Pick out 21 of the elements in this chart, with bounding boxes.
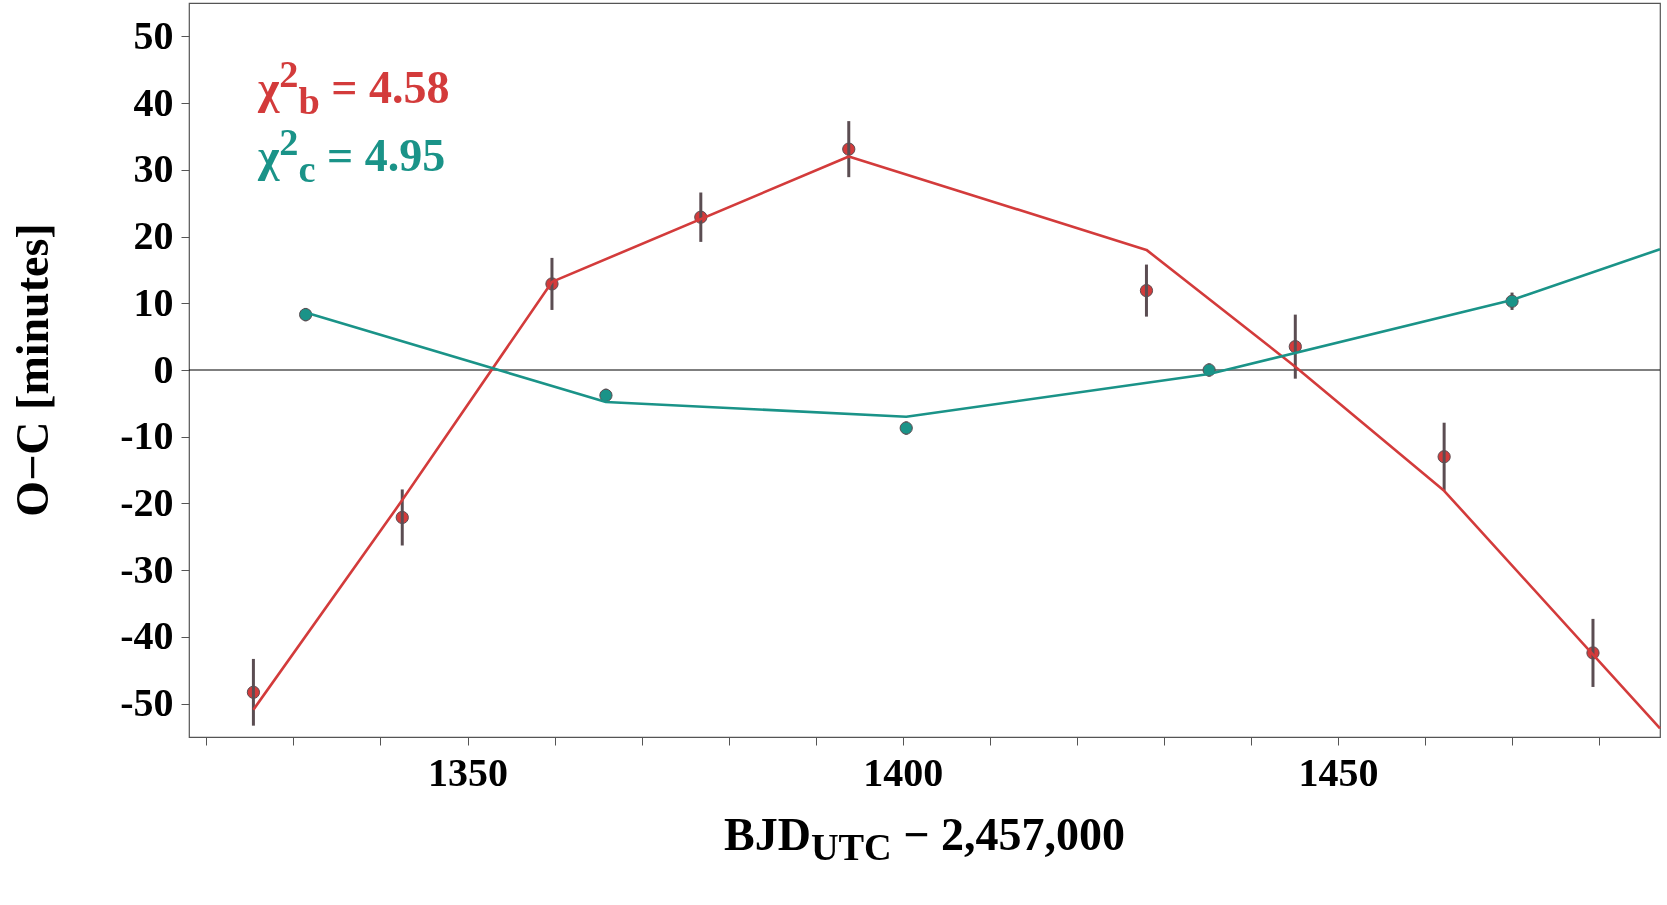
annotation: χ$^{2}$$_{c}$ = 4.95	[258, 120, 446, 191]
y-tick-label: 20	[133, 213, 174, 259]
y-tick-label: 10	[133, 279, 174, 325]
y-tick-label: -20	[120, 479, 174, 525]
point	[299, 308, 313, 322]
y-tick-label: -30	[120, 546, 174, 592]
point	[599, 388, 613, 402]
y-tick-label: 30	[133, 146, 174, 192]
x-tick-label: 1350	[428, 749, 509, 795]
y-tick-label: 0	[153, 346, 174, 392]
x-tick-label: 1450	[1298, 749, 1379, 795]
x-tick-label: 1400	[863, 749, 944, 795]
y-tick-label: -10	[120, 413, 174, 459]
y-tick-label: -50	[120, 680, 174, 726]
annotation: χ$^{2}$$_{b}$ = 4.58	[258, 52, 450, 123]
point	[899, 421, 913, 435]
y-tick-label: 50	[133, 12, 174, 58]
y-tick-label: 40	[133, 79, 174, 125]
y-axis-title: O−C [minutes]	[5, 223, 59, 517]
y-tick-label: -40	[120, 613, 174, 659]
x-axis-title: BJD$_{UTC}$ − 2,457,000	[723, 808, 1126, 870]
